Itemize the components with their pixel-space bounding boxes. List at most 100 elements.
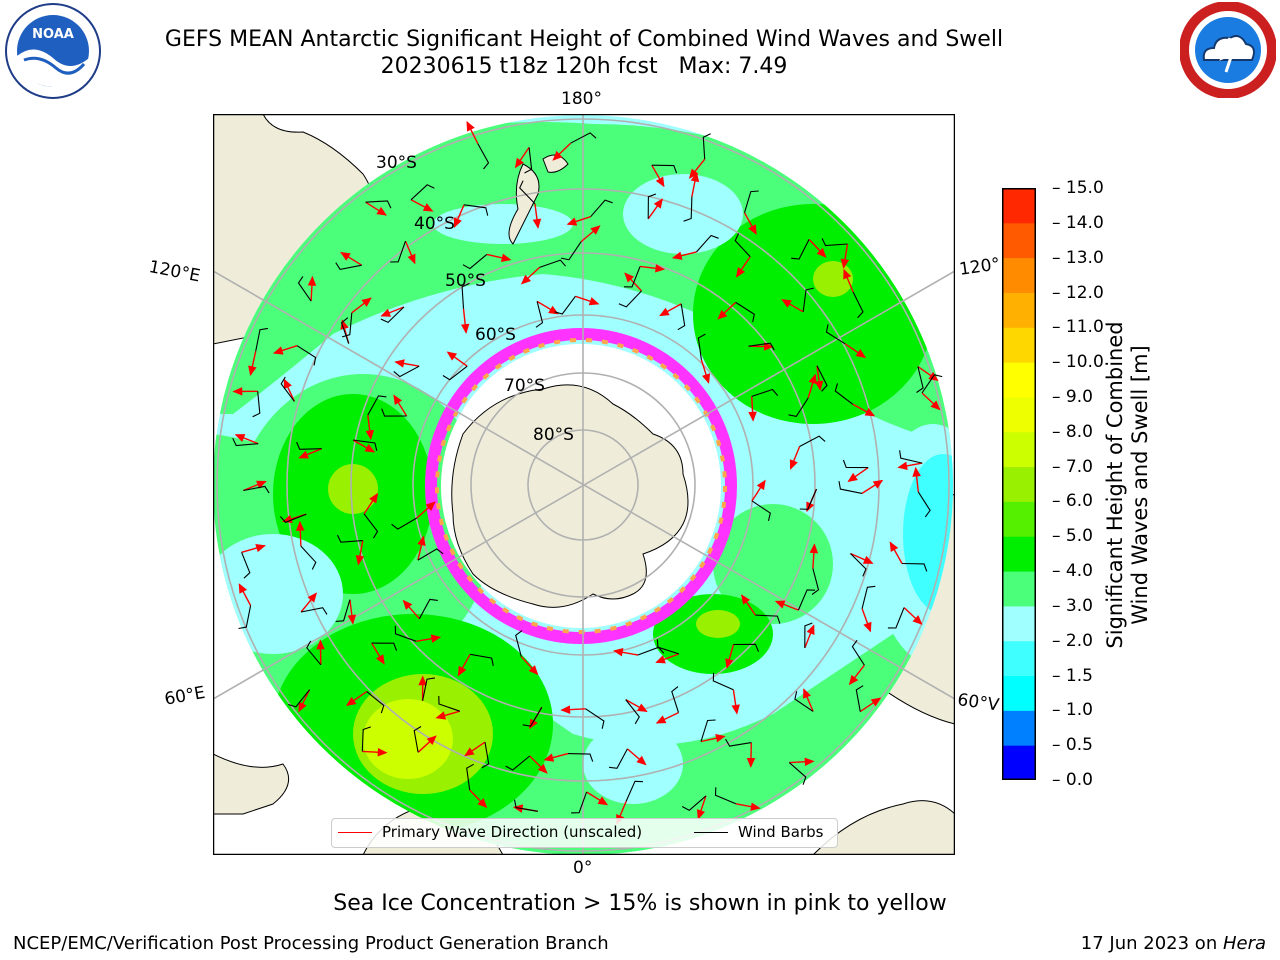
wave-arrow-head: [872, 479, 884, 489]
wave-arrow-head: [590, 225, 601, 235]
wind-barb: [816, 365, 828, 392]
wave-arrows: [232, 120, 941, 825]
wave-arrow-head: [655, 655, 666, 664]
wind-barb: [702, 133, 711, 160]
wave-arrow-head: [624, 272, 634, 283]
colorbar-tick-label: – 12.0: [1052, 282, 1104, 303]
lon-label-lower-right: 60°V: [956, 690, 1001, 716]
wave-arrow-head: [912, 466, 921, 477]
wind-barb: [361, 726, 371, 752]
wind-barb: [535, 301, 544, 328]
colorbar-tick-label: – 0.5: [1052, 735, 1093, 756]
wave-arrow-head: [355, 554, 365, 566]
wind-barb: [585, 708, 605, 729]
wind-barbs: [232, 132, 943, 814]
footer-date-text: 17 Jun 2023 on: [1080, 933, 1223, 954]
wave-arrow-head: [741, 594, 751, 605]
wind-barb: [463, 204, 489, 216]
colorbar-tick-label: – 7.0: [1052, 456, 1093, 477]
wave-arrow-head: [566, 217, 578, 226]
colorbar-segment: [1002, 292, 1036, 328]
wave-arrow-head: [377, 748, 388, 757]
wind-barb: [791, 239, 810, 260]
colorbar-segment: [1002, 675, 1036, 711]
wave-arrow-head: [688, 168, 699, 179]
wave-arrow-head: [748, 224, 757, 235]
colorbar-segment: [1002, 466, 1036, 502]
wind-barb: [391, 517, 418, 530]
wave-arrow-head: [552, 150, 563, 161]
wave-arrow-head: [446, 351, 458, 361]
wind-barb: [238, 605, 252, 630]
wind-barb: [887, 607, 905, 629]
wind-barb: [296, 345, 317, 366]
wind-barb: [418, 598, 438, 619]
wave-arrow-head: [870, 697, 882, 707]
wind-barb: [570, 132, 597, 144]
wind-barb: [390, 240, 407, 263]
wave-arrow-head: [248, 365, 257, 377]
wind-barb: [788, 762, 807, 785]
wind-barb: [363, 513, 379, 539]
lat-label-70s: 70°S: [504, 376, 545, 396]
wind-barb: [901, 562, 928, 572]
wind-barb: [341, 312, 353, 338]
wind-barb: [241, 552, 251, 579]
colorbar-segment: [1002, 396, 1036, 433]
wind-barb: [850, 553, 867, 577]
wave-arrow-head: [655, 715, 667, 724]
wind-barb: [505, 755, 531, 771]
wave-arrow-head: [912, 615, 923, 625]
wind-barb: [539, 259, 567, 268]
legend-barb-line: [694, 832, 728, 833]
wind-barb: [365, 200, 392, 209]
wave-arrow-head: [435, 711, 447, 720]
wave-arrow-head: [897, 461, 908, 471]
wave-arrow-head: [376, 206, 387, 216]
colorbar-title-line1: Significant Height of Combined: [1103, 321, 1127, 649]
colorbar-tick-label: – 8.0: [1052, 421, 1093, 442]
wind-barb: [410, 184, 435, 201]
wave-arrow-head: [690, 171, 700, 183]
wind-barb: [522, 707, 543, 727]
colorbar-tick-label: – 13.0: [1052, 247, 1104, 268]
wind-barb: [335, 262, 362, 271]
wave-arrow-head: [717, 309, 728, 320]
wind-barb: [306, 640, 322, 666]
wave-arrow-head: [426, 735, 437, 745]
wave-arrow-head: [345, 696, 357, 707]
wave-arrow-head: [347, 614, 357, 625]
wind-barb: [280, 376, 295, 402]
wind-barb: [683, 196, 693, 222]
lon-label-bottom: 0°: [573, 858, 593, 878]
colorbar-tick-label: – 3.0: [1052, 595, 1093, 616]
lat-label-40s: 40°S: [414, 214, 455, 234]
wind-barb: [755, 614, 781, 624]
wave-arrow-head: [636, 755, 647, 766]
wind-barb: [855, 685, 864, 712]
colorbar-segment: [1002, 571, 1036, 607]
new-zealand: [508, 163, 540, 245]
wave-arrow-head: [520, 274, 531, 285]
wind-barb: [647, 193, 657, 219]
footer-credit: NCEP/EMC/Verification Post Processing Pr…: [13, 933, 609, 954]
colorbar-tick-label: – 1.5: [1052, 665, 1093, 686]
wave-arrow-head: [889, 541, 899, 553]
wind-barb: [477, 143, 490, 170]
wind-barb: [735, 301, 755, 323]
wave-arrow-head: [464, 747, 475, 757]
wind-barb: [417, 548, 444, 561]
wind-barb: [681, 795, 707, 811]
colorbar-tick-label: – 5.0: [1052, 526, 1093, 547]
colorbar: [1002, 188, 1036, 780]
colorbar-tick-label: – 0.0: [1052, 770, 1093, 790]
lat-label-50s: 50°S: [445, 271, 486, 291]
wind-barb: [590, 199, 613, 218]
colorbar-segment: [1002, 431, 1036, 468]
wave-arrow-head: [316, 639, 325, 650]
legend-wave-label: Primary Wave Direction (unscaled): [382, 823, 643, 841]
chart-title: GEFS MEAN Antarctic Significant Height o…: [164, 27, 1004, 52]
wind-barb: [481, 742, 490, 769]
wind-barb: [625, 699, 640, 725]
colorbar-segment: [1002, 605, 1036, 642]
